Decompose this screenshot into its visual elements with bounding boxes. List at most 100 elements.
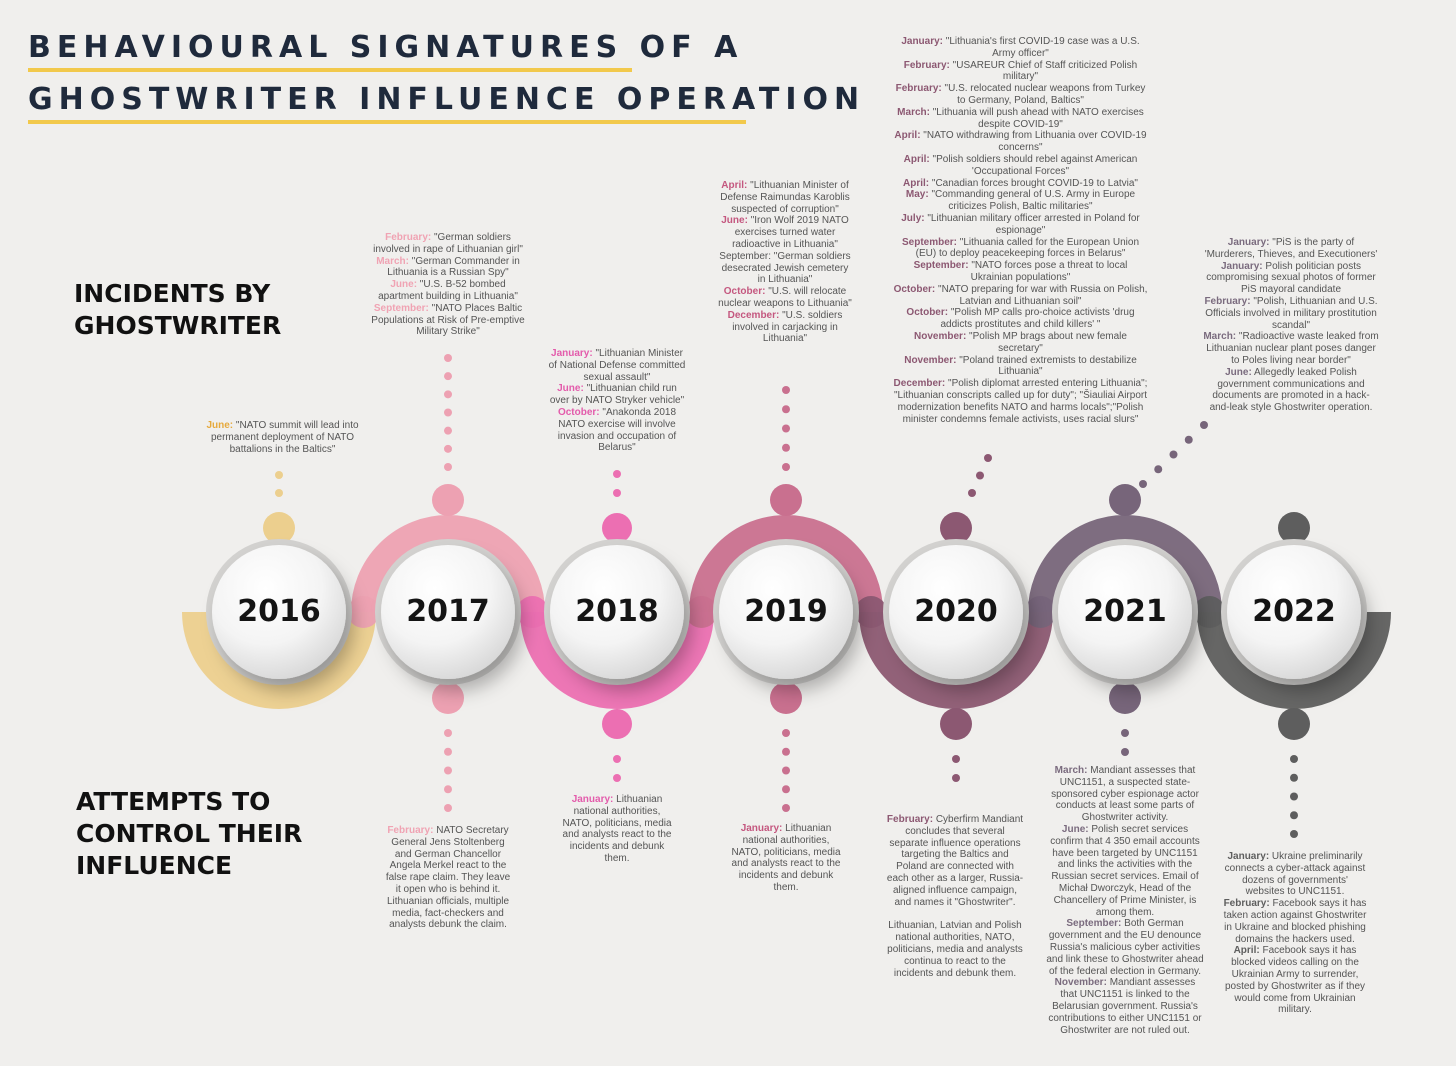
- entry: September: "NATO Places Baltic Populatio…: [371, 302, 525, 338]
- entry: January: "Lithuanian Minister of Nationa…: [548, 348, 686, 383]
- year-label-2017: 2017: [406, 594, 490, 629]
- leader-dot: [444, 463, 452, 471]
- entry-month: February:: [1204, 295, 1251, 307]
- attempts-label: ATTEMPTS TO CONTROL THEIR INFLUENCE: [76, 787, 303, 880]
- year-label-2021: 2021: [1083, 594, 1167, 629]
- entry-month: October:: [906, 307, 949, 319]
- entry: Lithuanian, Latvian and Polish national …: [887, 920, 1023, 979]
- entry-month: March:: [1203, 331, 1237, 343]
- entry-month: June:: [557, 383, 584, 395]
- arc-2022: [1197, 611, 1391, 709]
- entry: February: NATO Secretary General Jens St…: [385, 825, 511, 931]
- entry: January: Lithuanian national authorities…: [731, 823, 841, 893]
- leader-dot: [613, 774, 621, 782]
- year-ball-2017: [381, 545, 515, 679]
- entry: February: "U.S. relocated nuclear weapon…: [895, 83, 1146, 106]
- leader-dot: [444, 372, 452, 381]
- year-ball-2019: [719, 545, 853, 679]
- leader-dot: [968, 489, 976, 497]
- leader-dot: [444, 804, 452, 812]
- year-ball-2020: [889, 545, 1023, 679]
- leader-dot: [782, 766, 790, 775]
- entry: October: "NATO preparing for war with Ru…: [893, 283, 1148, 307]
- leader-dot: [782, 386, 790, 394]
- entry-month: January:: [901, 36, 944, 47]
- leader-dot: [1121, 748, 1129, 756]
- entry-month: November:: [914, 330, 967, 342]
- entry-month: November:: [1054, 977, 1107, 989]
- node-bottom-2021: [1109, 682, 1141, 714]
- entry-month: March:: [376, 255, 409, 267]
- leader-dot: [984, 454, 992, 462]
- connector-dot: [516, 596, 549, 628]
- entry-month: June:: [206, 420, 234, 431]
- entry: September: "Lithuania called for the Eur…: [901, 236, 1140, 260]
- arc-2019: [689, 515, 883, 613]
- leader-dot: [444, 766, 452, 775]
- entry-month: March:: [1054, 765, 1088, 776]
- connector-dot: [347, 596, 380, 628]
- entry-month: April:: [903, 153, 930, 165]
- leader-dot: [1290, 811, 1298, 820]
- entry: January: Lithuanian national authorities…: [562, 794, 672, 864]
- entry-month: January:: [1227, 237, 1270, 248]
- leader-dot: [275, 471, 283, 479]
- node-bottom-2020: [940, 708, 972, 740]
- entry: February: Cyberfirm Mandiant concludes t…: [886, 814, 1024, 908]
- entry: April: "NATO withdrawing from Lithuania …: [894, 130, 1147, 154]
- entry: February: "Polish, Lithuanian and U.S. O…: [1204, 295, 1378, 331]
- leader-dot: [1139, 480, 1147, 488]
- year-label-2019: 2019: [744, 594, 828, 629]
- entry-month: February:: [895, 83, 942, 95]
- entry-month: May:: [905, 189, 929, 201]
- responses-2019: January: Lithuanian national authorities…: [727, 823, 845, 894]
- entry: February: "German soldiers involved in r…: [373, 232, 523, 255]
- incidents-label: INCIDENTS BY GHOSTWRITER: [74, 279, 282, 340]
- leader-dot: [782, 785, 790, 794]
- leader-dot: [444, 785, 452, 794]
- entry: June: "Lithuanian child run over by NATO…: [549, 383, 685, 407]
- entry: June: Allegedly leaked Polish government…: [1209, 366, 1373, 414]
- leader-dot: [1290, 830, 1298, 838]
- leader-dot: [952, 755, 960, 763]
- entry-month: June:: [1061, 823, 1089, 835]
- entry-month: June:: [721, 215, 748, 227]
- entry: June: "U.S. B-52 bombed apartment buildi…: [378, 279, 518, 302]
- node-bottom-2019: [770, 682, 802, 714]
- entry-month: September:: [901, 236, 957, 248]
- entry-month: October:: [557, 406, 600, 418]
- responses-2017: February: NATO Secretary General Jens St…: [383, 825, 513, 931]
- leader-dot: [1121, 729, 1129, 737]
- leader-dot: [782, 463, 790, 471]
- entry: November: "Poland trained extremists to …: [904, 354, 1137, 378]
- arc-2018: [520, 611, 714, 709]
- entry: April: "Lithuanian Minister of Defense R…: [720, 180, 850, 215]
- title-underline-1: [28, 68, 632, 72]
- leader-dot: [782, 443, 790, 452]
- entry: October: "Anakonda 2018 NATO exercise wi…: [557, 406, 677, 454]
- responses-2021: March: Mandiant assesses that UNC1151, a…: [1045, 765, 1205, 1036]
- node-top-2016: [263, 512, 295, 544]
- leader-dot: [444, 747, 452, 756]
- entry-month: September:: [1066, 918, 1122, 930]
- entry: June: "NATO summit will lead into perman…: [206, 420, 359, 455]
- entry-month: February:: [1223, 898, 1270, 910]
- year-label-2022: 2022: [1252, 594, 1336, 629]
- entry: January: "PiS is the party of 'Murderers…: [1204, 237, 1378, 260]
- year-ball-2018: [550, 545, 684, 679]
- node-top-2018: [602, 513, 632, 543]
- entry: March: "German Commander in Lithuania is…: [376, 255, 520, 279]
- entry-month: February:: [387, 825, 434, 836]
- entry: September: "German soldiers desecrated J…: [719, 250, 851, 286]
- entry: June: Polish secret services confirm tha…: [1050, 823, 1200, 918]
- entry: January: "Lithuania's first COVID-19 cas…: [901, 36, 1140, 59]
- connector-dot: [855, 596, 887, 628]
- incidents-2017: February: "German soldiers involved in r…: [368, 232, 528, 338]
- entry-month: January:: [740, 823, 783, 834]
- leader-dot: [444, 444, 452, 453]
- year-label-2020: 2020: [914, 594, 998, 629]
- entry: December: "Polish diplomat arrested ente…: [893, 378, 1148, 425]
- year-ball-2016: [212, 545, 346, 679]
- entry-month: January:: [551, 348, 593, 359]
